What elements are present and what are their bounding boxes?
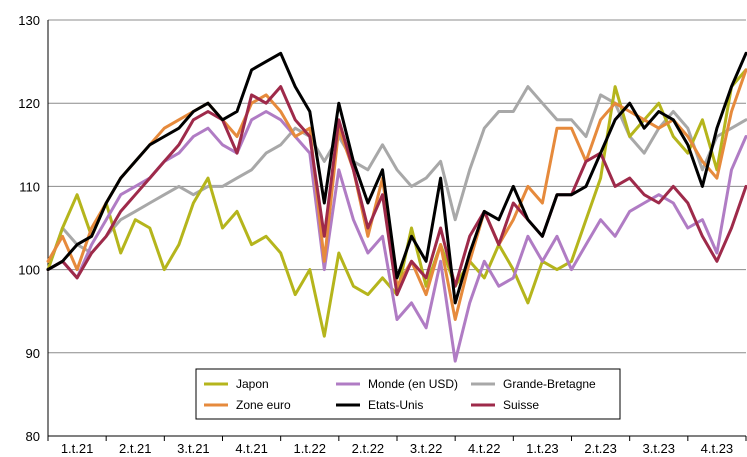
x-tick-label: 3.t.22 [410, 441, 443, 456]
x-tick-label: 2.t.21 [119, 441, 152, 456]
x-tick-label: 4.t.23 [701, 441, 734, 456]
series-line-grande-bretagne [46, 85, 747, 272]
series-lines [46, 51, 747, 363]
x-tick-label: 4.t.21 [235, 441, 268, 456]
legend-label: Suisse [503, 398, 539, 412]
legend-box [195, 368, 621, 420]
x-tick-label: 1.t.21 [61, 441, 94, 456]
legend-label: Etats-Unis [368, 398, 423, 412]
x-tick-label: 3.t.23 [642, 441, 675, 456]
legend-label: Zone euro [236, 398, 291, 412]
series-line-suisse [46, 85, 747, 297]
legend-label: Grande-Bretagne [503, 377, 596, 391]
legend-label: Monde (en USD) [368, 377, 458, 391]
x-tick-label: 1.t.23 [526, 441, 559, 456]
x-tick-label: 1.t.22 [293, 441, 326, 456]
axes: 80 90 100 110 120 130 1.t.21 2.t.21 3.t.21 4.t.21… [18, 13, 747, 456]
y-tick-label: 110 [19, 179, 40, 194]
y-tick-label: 90 [26, 346, 40, 361]
x-tick-label: 2.t.22 [352, 441, 385, 456]
series-line-etats-unis [46, 51, 747, 305]
y-tick-label: 120 [18, 96, 40, 111]
y-tick-label: 100 [18, 263, 40, 278]
gridlines [48, 19, 746, 354]
x-tick-label: 3.t.21 [177, 441, 210, 456]
x-tick-label: 4.t.22 [468, 441, 501, 456]
series-line-zone-euro [46, 68, 747, 321]
x-tick-label: 2.t.23 [584, 441, 617, 456]
legend: Japon Monde (en USD) Grande-Bretagne Zone e… [195, 368, 621, 420]
y-tick-label: 80 [26, 429, 40, 444]
y-tick-label: 130 [18, 13, 40, 28]
legend-label: Japon [236, 377, 269, 391]
